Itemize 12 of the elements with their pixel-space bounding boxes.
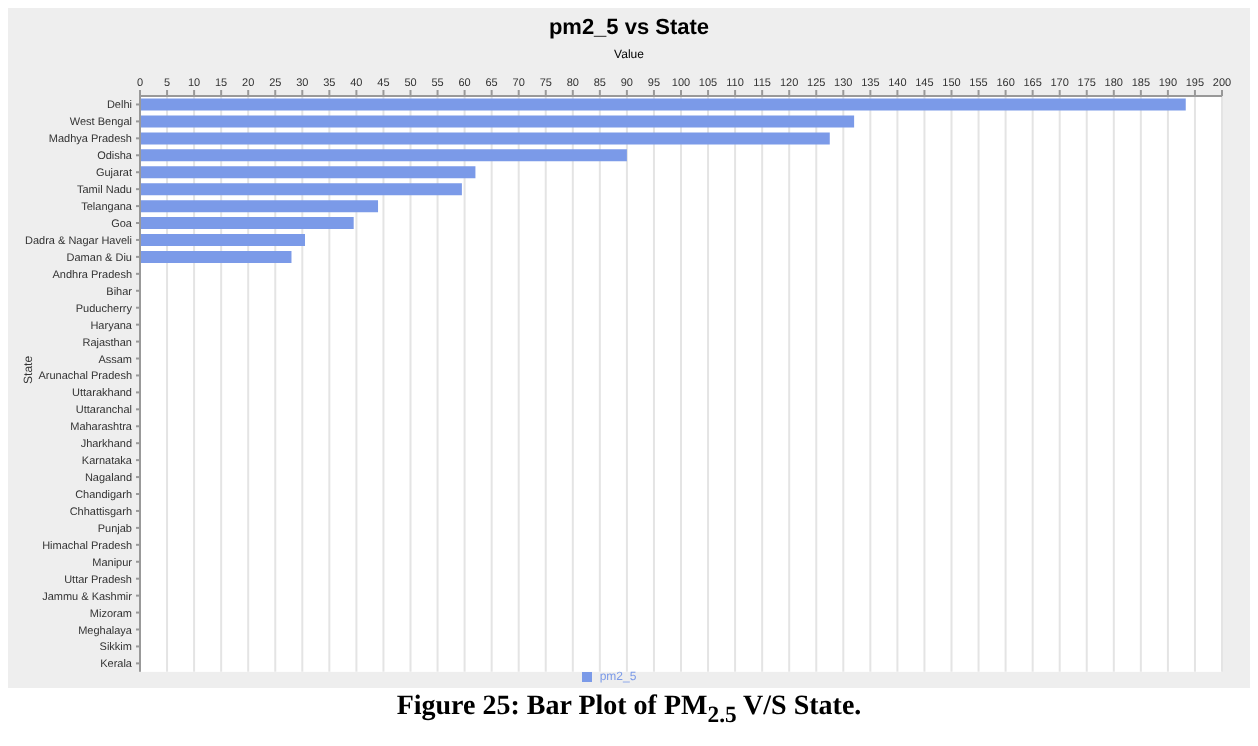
bar — [140, 200, 379, 213]
bar — [140, 234, 306, 247]
bar — [140, 217, 354, 230]
caption: Figure 25: Bar Plot of PM$_{2.5}$ V/S State. — [394, 692, 864, 728]
chart-title: pm2_5 vs State — [546, 16, 712, 40]
bar — [140, 183, 462, 196]
bar — [140, 149, 627, 162]
bar — [140, 115, 855, 128]
bar — [140, 166, 476, 179]
bar — [140, 250, 292, 263]
bar — [140, 132, 830, 145]
bar — [140, 98, 1186, 111]
